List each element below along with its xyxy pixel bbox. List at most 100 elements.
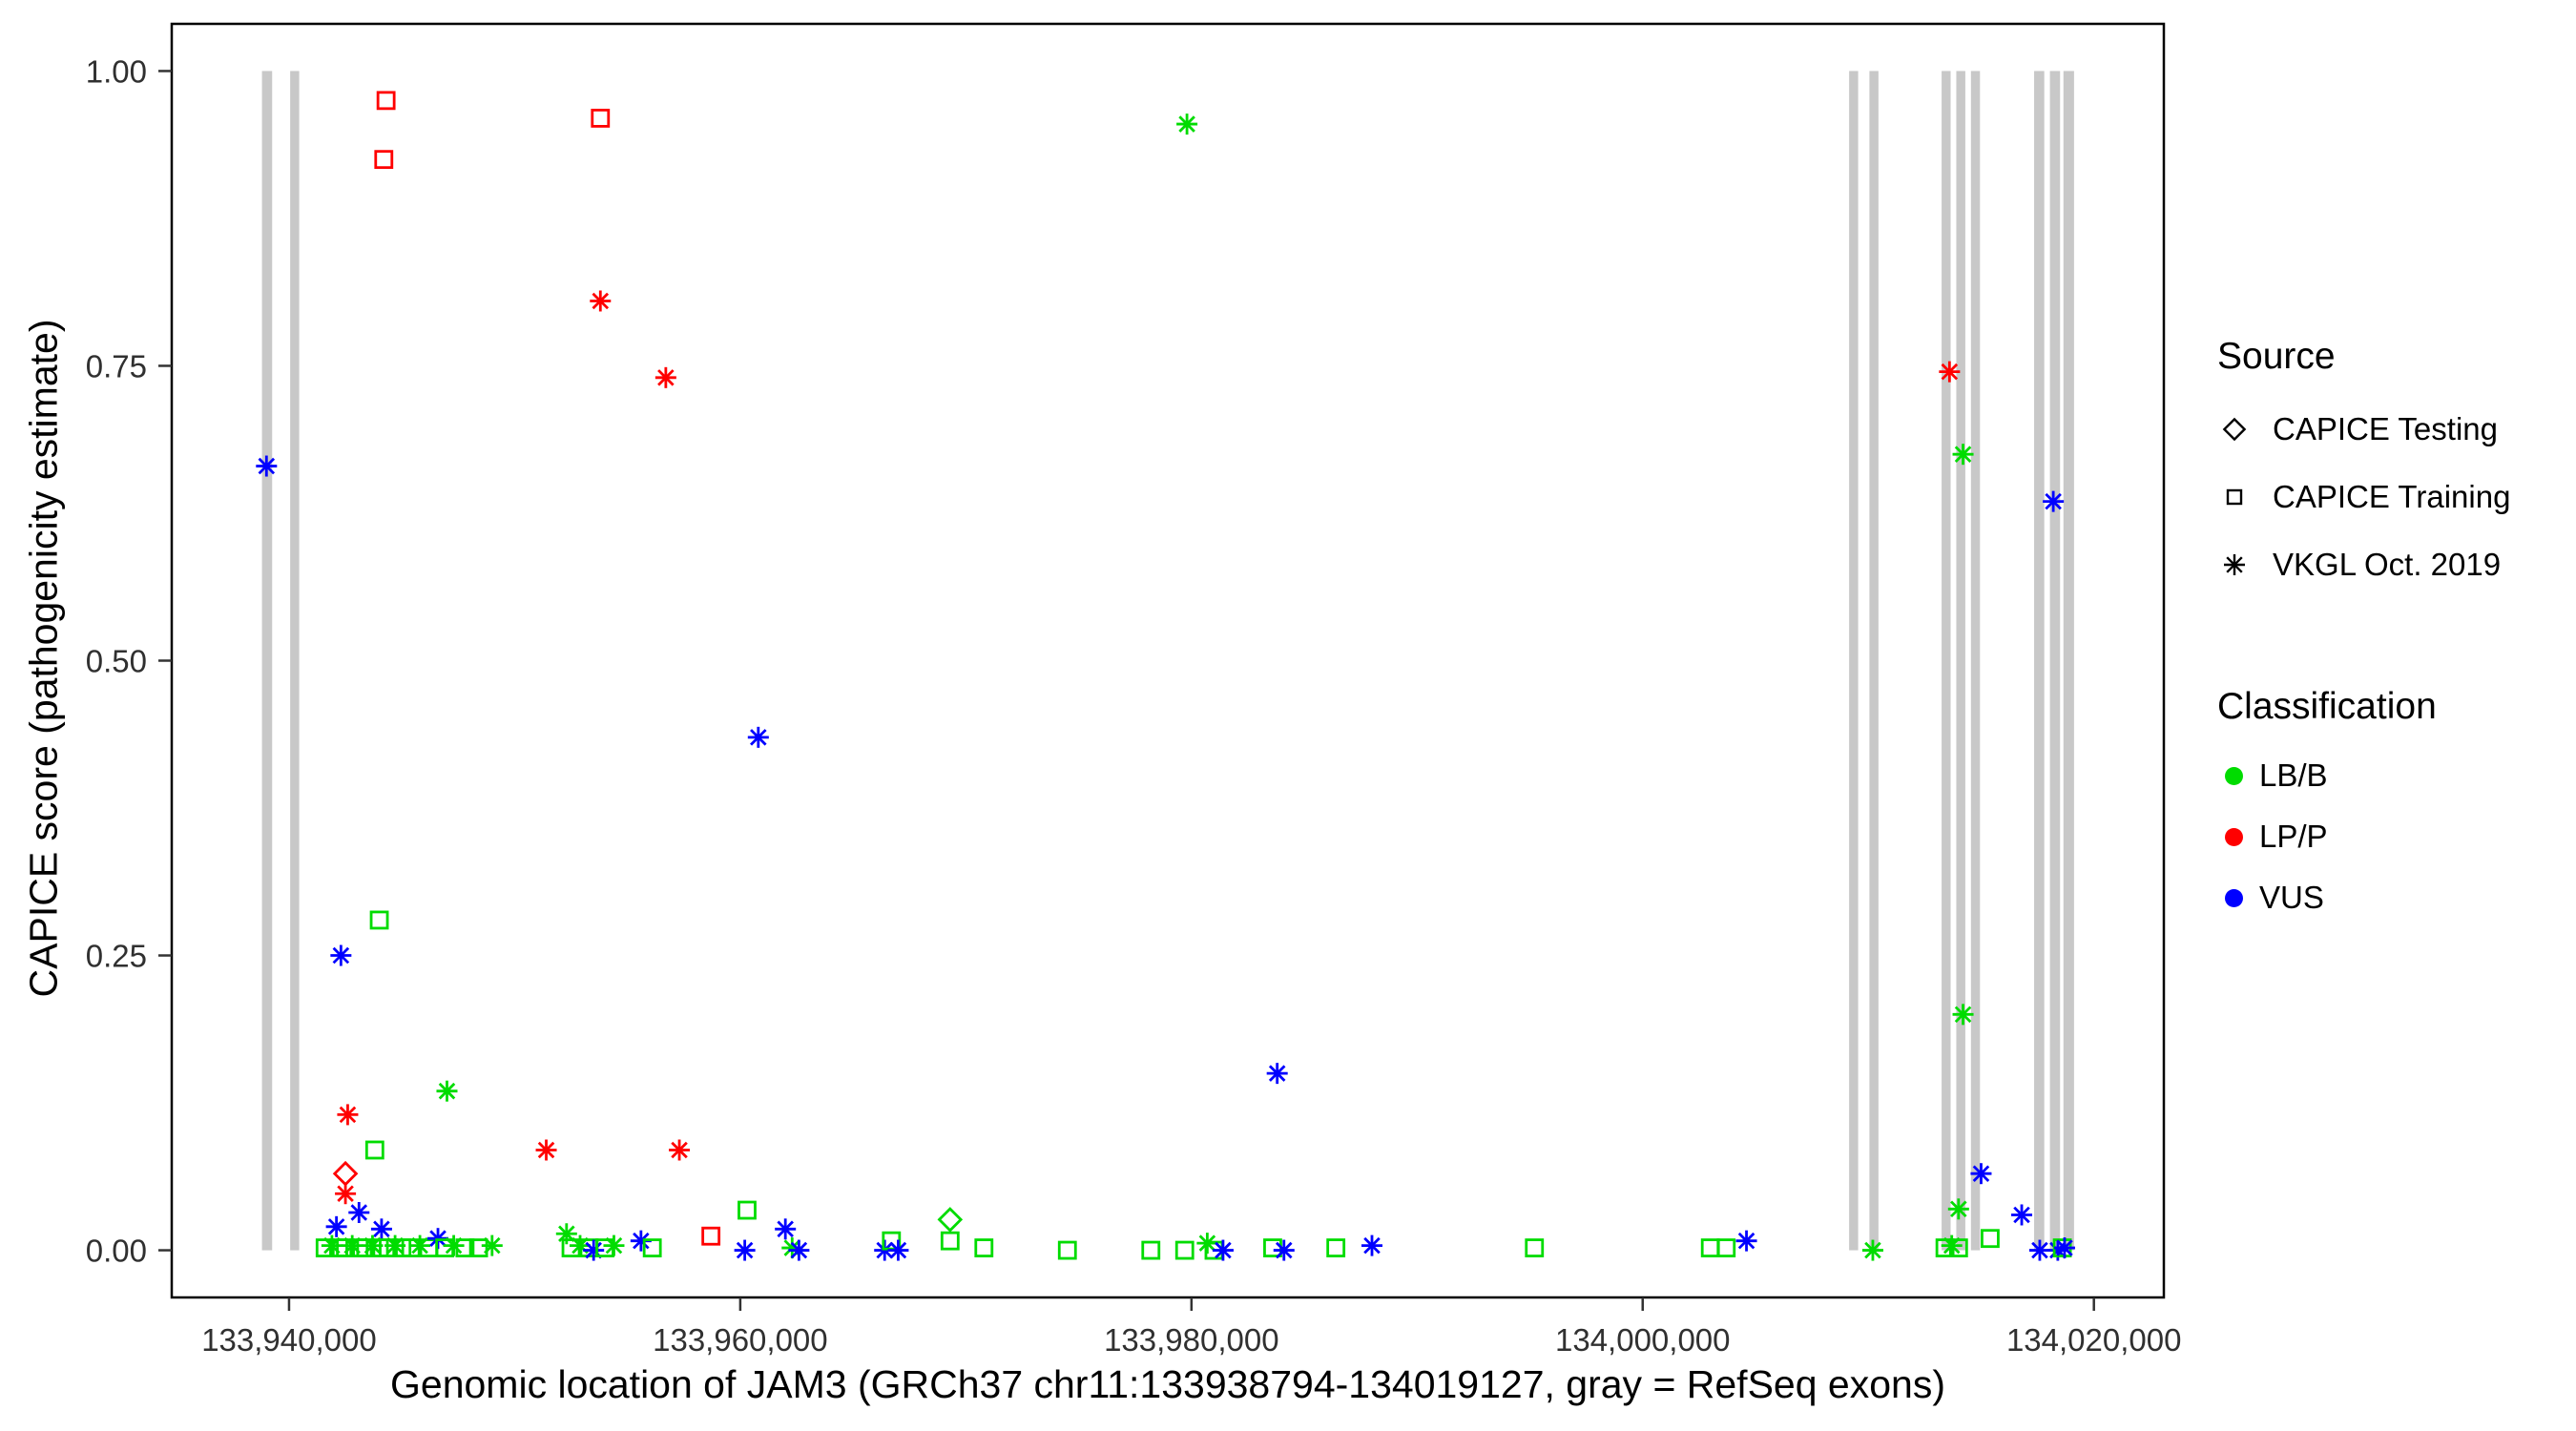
- legend-item-capice-testing: CAPICE Testing: [2217, 395, 2510, 463]
- point-square: [701, 1226, 721, 1246]
- point-square: [1716, 1238, 1736, 1257]
- diamond-icon: [2222, 417, 2247, 441]
- point-asterisk: [736, 1241, 754, 1259]
- point-asterisk: [1941, 363, 1959, 381]
- point-square: [455, 1238, 475, 1257]
- panel-border: [170, 22, 2166, 1299]
- square-icon: [2226, 488, 2243, 505]
- point-asterisk: [1950, 1200, 1967, 1218]
- point-asterisk: [558, 1225, 575, 1243]
- point-asterisk: [373, 1220, 390, 1238]
- legend-item-capice-training: CAPICE Training: [2217, 463, 2510, 530]
- legend-item-label: LP/P: [2259, 819, 2328, 854]
- x-axis-title: Genomic location of JAM3 (GRCh37 chr11:1…: [390, 1362, 1945, 1406]
- point-square: [1525, 1238, 1545, 1257]
- legend-item-vkgl: VKGL Oct. 2019: [2217, 530, 2510, 598]
- x-tick-label: 134,020,000: [2006, 1322, 2182, 1358]
- point-asterisk: [537, 1141, 555, 1159]
- refseq-exon-bar: [1970, 71, 1981, 1251]
- point-asterisk: [1954, 1006, 1972, 1024]
- refseq-exon-bar: [2063, 71, 2074, 1251]
- refseq-exon-bar: [2049, 71, 2061, 1251]
- refseq-exon-bar: [1849, 71, 1859, 1251]
- point-diamond: [332, 1160, 359, 1187]
- lpp-dot-icon: [2225, 827, 2243, 846]
- point-asterisk: [1268, 1065, 1286, 1082]
- legend-item-label: VKGL Oct. 2019: [2273, 546, 2502, 582]
- legend-item-label: VUS: [2259, 880, 2324, 915]
- point-diamond: [937, 1207, 964, 1233]
- point-asterisk: [332, 946, 350, 964]
- legend-item-label: CAPICE Training: [2273, 478, 2511, 514]
- refseq-exon-bar: [290, 71, 300, 1251]
- point-asterisk: [2013, 1206, 2030, 1224]
- point-asterisk: [438, 1082, 456, 1100]
- point-asterisk: [777, 1220, 794, 1238]
- point-square: [369, 910, 389, 930]
- point-asterisk: [790, 1241, 808, 1259]
- point-asterisk: [1363, 1236, 1381, 1255]
- point-square: [591, 108, 611, 128]
- point-asterisk: [1737, 1232, 1755, 1250]
- point-asterisk: [484, 1236, 501, 1255]
- point-asterisk: [605, 1236, 623, 1255]
- point-asterisk: [1864, 1241, 1881, 1259]
- point-square: [1057, 1240, 1077, 1260]
- y-tick-label: 0.25: [86, 939, 147, 974]
- point-square: [364, 1140, 384, 1160]
- refseq-exon-bar: [1956, 71, 1965, 1251]
- legend-item-vus: VUS: [2217, 867, 2510, 928]
- point-asterisk: [783, 1239, 801, 1256]
- x-tick-label: 133,960,000: [653, 1322, 828, 1358]
- refseq-exon-bar: [2034, 71, 2045, 1251]
- point-asterisk: [339, 1106, 357, 1124]
- legend-item-lbb: LB/B: [2217, 745, 2510, 806]
- x-tick-label: 133,980,000: [1104, 1322, 1279, 1358]
- legend-classification-title: Classification: [2217, 686, 2437, 727]
- point-asterisk: [750, 729, 767, 746]
- point-asterisk: [327, 1218, 345, 1235]
- point-square: [1141, 1240, 1161, 1260]
- y-tick-label: 0.00: [86, 1234, 147, 1269]
- point-asterisk: [350, 1204, 368, 1221]
- legend-item-label: CAPICE Testing: [2273, 410, 2498, 446]
- point-square: [1948, 1238, 1968, 1257]
- legend: Source CAPICE Testing CAPICE Training VK…: [2217, 336, 2510, 928]
- y-tick-label: 0.50: [86, 644, 147, 679]
- point-square: [1326, 1238, 1346, 1257]
- point-asterisk: [585, 1241, 602, 1259]
- point-square: [974, 1238, 994, 1257]
- point-asterisk: [633, 1232, 650, 1250]
- lbb-dot-icon: [2225, 766, 2243, 785]
- point-asterisk: [1276, 1241, 1293, 1259]
- point-square: [1174, 1240, 1195, 1260]
- point-asterisk: [1972, 1165, 1990, 1182]
- asterisk-icon: [2224, 553, 2245, 575]
- point-asterisk: [1215, 1241, 1232, 1259]
- point-square: [376, 91, 396, 111]
- point-asterisk: [258, 457, 276, 475]
- point-asterisk: [1954, 446, 1972, 463]
- point-square: [374, 150, 394, 170]
- point-square: [940, 1231, 960, 1251]
- point-square: [737, 1200, 757, 1220]
- refseq-exon-bar: [261, 71, 273, 1251]
- legend-item-lpp: LP/P: [2217, 806, 2510, 867]
- y-axis-title: CAPICE score (pathogenicity estimate): [21, 319, 66, 998]
- y-tick-label: 0.75: [86, 348, 147, 384]
- y-tick-label: 1.00: [86, 53, 147, 89]
- x-tick-label: 134,000,000: [1555, 1322, 1731, 1358]
- point-asterisk: [337, 1185, 354, 1202]
- point-asterisk: [1178, 115, 1195, 133]
- refseq-exon-bar: [1869, 71, 1879, 1251]
- point-square: [468, 1238, 488, 1257]
- point-square: [1700, 1238, 1720, 1257]
- point-asterisk: [2031, 1241, 2048, 1259]
- point-asterisk: [671, 1141, 688, 1159]
- legend-source-title: Source: [2217, 336, 2336, 377]
- vus-dot-icon: [2225, 888, 2243, 907]
- point-square: [642, 1238, 662, 1257]
- point-square: [1981, 1229, 2000, 1249]
- point-asterisk: [2056, 1239, 2073, 1256]
